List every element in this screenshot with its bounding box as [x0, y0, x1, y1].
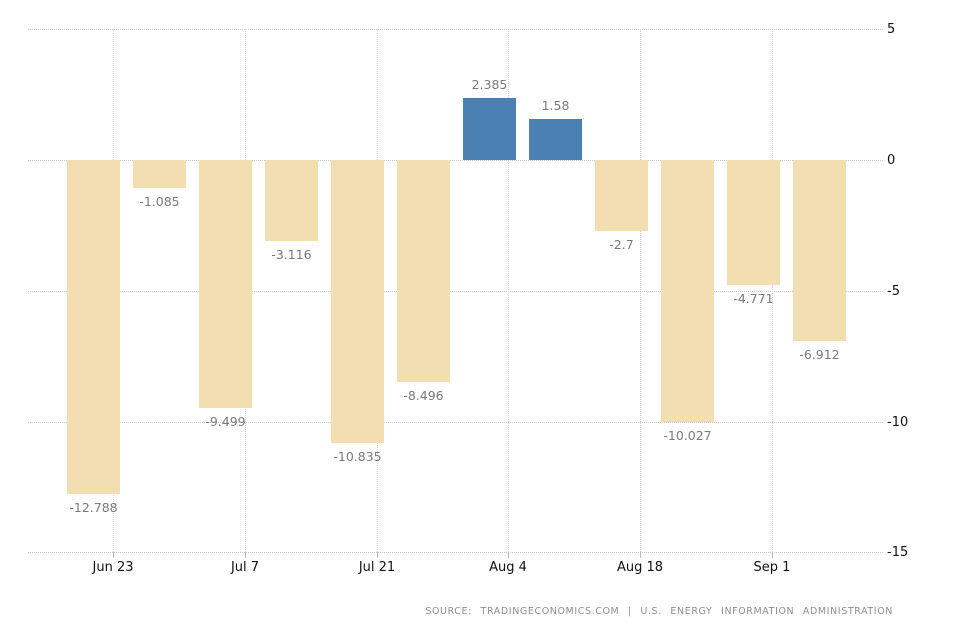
x-axis-tick-label: Jun 23 — [92, 560, 134, 575]
bar-value-label: -9.499 — [205, 414, 246, 429]
x-axis-tick — [772, 552, 773, 558]
bar[interactable] — [397, 160, 450, 382]
bar[interactable] — [661, 160, 714, 422]
bar[interactable] — [199, 160, 252, 408]
bar[interactable] — [529, 119, 582, 160]
x-axis-tick — [640, 552, 641, 558]
x-axis-tick-label: Aug 4 — [489, 560, 527, 575]
y-gridline — [28, 422, 883, 423]
bar-value-label: -10.027 — [663, 428, 712, 443]
y-axis-tick-label: -15 — [887, 545, 909, 560]
bar-value-label: -2.7 — [609, 237, 634, 252]
bar[interactable] — [463, 98, 516, 160]
bar-value-label: -3.116 — [271, 247, 312, 262]
bar-value-label: 1.58 — [541, 98, 570, 113]
bar[interactable] — [595, 160, 648, 231]
bar-value-label: -4.771 — [733, 291, 774, 306]
y-gridline — [28, 29, 883, 30]
bar[interactable] — [67, 160, 120, 494]
bar[interactable] — [133, 160, 186, 188]
bar[interactable] — [793, 160, 846, 341]
x-axis-tick — [377, 552, 378, 558]
y-gridline — [28, 291, 883, 292]
bar[interactable] — [727, 160, 780, 285]
x-axis-tick-label: Jul 7 — [230, 560, 260, 575]
y-gridline — [28, 552, 883, 553]
bar-value-label: -8.496 — [403, 388, 444, 403]
bar[interactable] — [331, 160, 384, 443]
x-axis-tick-label: Sep 1 — [753, 560, 791, 575]
x-axis-tick — [113, 552, 114, 558]
bar-value-label: 2.385 — [471, 77, 508, 92]
x-axis-tick — [508, 552, 509, 558]
bar-value-label: -1.085 — [139, 194, 180, 209]
bar-value-label: -6.912 — [799, 347, 840, 362]
bar[interactable] — [265, 160, 318, 241]
bar-value-label: -10.835 — [333, 449, 382, 464]
x-gridline — [772, 29, 773, 552]
x-gridline — [640, 29, 641, 552]
source-text: SOURCE: TRADINGECONOMICS.COM | U.S. ENER… — [425, 606, 893, 617]
x-gridline — [508, 29, 509, 552]
y-axis-tick-label: 5 — [887, 22, 896, 37]
bar-value-label: -12.788 — [69, 500, 118, 515]
y-gridline — [28, 160, 883, 161]
x-axis-tick-label: Aug 18 — [616, 560, 664, 575]
y-axis-tick-label: -10 — [887, 415, 909, 430]
x-axis-tick — [245, 552, 246, 558]
y-axis-tick-label: 0 — [887, 153, 896, 168]
y-axis-tick-label: -5 — [887, 284, 900, 299]
x-axis-tick-label: Jul 21 — [358, 560, 396, 575]
